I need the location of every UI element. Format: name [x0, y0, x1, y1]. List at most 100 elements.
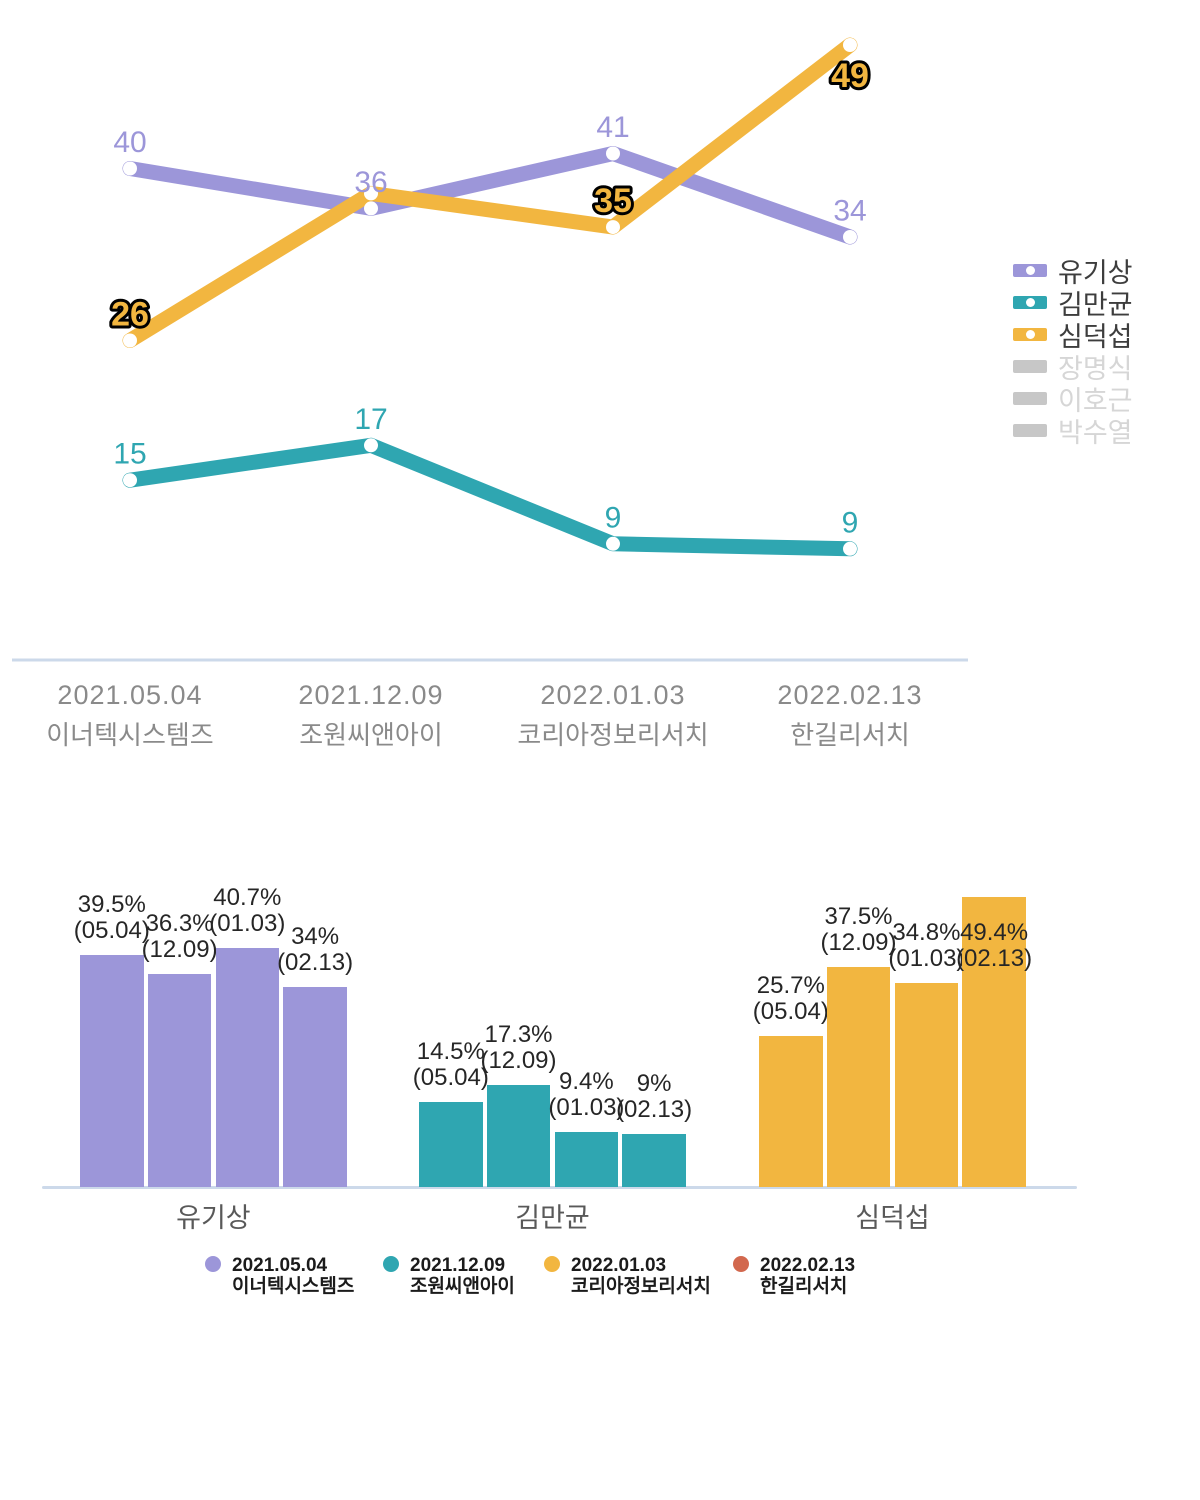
bar-value-date: (05.04) [752, 998, 829, 1026]
bar-value-label-김만균-3: 9% (02.13) [584, 1071, 724, 1123]
bar-value-percent: 39.5% [77, 891, 146, 919]
x-category-pollster: 한길리서치 [790, 720, 910, 750]
x-category-pollster: 코리아정보리서치 [517, 720, 709, 750]
point-유기상-0[interactable] [123, 161, 137, 176]
legend-item-이호근[interactable]: 이호근 [1013, 382, 1133, 416]
legend-item-심덕섭[interactable]: 심덕섭 [1013, 318, 1133, 352]
bar-value-date: (02.13) [616, 1096, 693, 1124]
bar-legend-pollster: 한길리서치 [760, 1276, 848, 1297]
bar-value-label-유기상-1: 36.3% (12.09) [110, 909, 250, 963]
point-label-유기상-0: 40 [113, 126, 146, 159]
bar-김만균-1[interactable] [486, 1085, 551, 1187]
bar-value-date: (12.09) [141, 935, 218, 963]
legend-swatch-dot [1025, 265, 1035, 275]
bar-legend-item-2[interactable]: 2022.01.03 코리아정보리서치 [544, 1255, 711, 1297]
point-label-김만균-2: 9 [605, 501, 622, 534]
point-label-심덕섭-2: 35 [594, 182, 632, 220]
bar-value-label-심덕섭-0: 25.7% (05.04) [721, 973, 861, 1025]
bar-김만균-3[interactable] [622, 1134, 686, 1187]
point-label-김만균-0: 15 [113, 438, 146, 471]
bar-value-label-김만균-1: 17.3% (12.09) [449, 1022, 589, 1074]
bar-value-label-유기상-2: 40.7% (01.03) [177, 885, 317, 937]
point-유기상-3[interactable] [843, 230, 857, 244]
point-심덕섭-1[interactable] [364, 186, 378, 201]
x-category-2: 2022.01.03 코리아정보리서치 [483, 680, 743, 752]
x-category-0: 2021.05.04 이너텍시스템즈 [0, 680, 260, 752]
bar-value-percent: 36.3% [145, 909, 214, 937]
point-심덕섭-3[interactable] [843, 38, 857, 52]
bar-legend-text: 2022.01.03 코리아정보리서치 [571, 1255, 711, 1297]
bar-legend-dot-icon [733, 1256, 749, 1272]
bar-legend-pollster: 이너텍시스템즈 [232, 1276, 355, 1297]
bar-legend-text: 2021.05.04 이너텍시스템즈 [232, 1255, 354, 1297]
point-label-김만균-3: 9 [842, 506, 859, 539]
bar-심덕섭-1[interactable] [826, 966, 891, 1187]
legend-item-label: 김만균 [1058, 289, 1133, 320]
legend-item-label: 박수열 [1058, 417, 1133, 448]
line-series-김만균[interactable] [122, 437, 858, 557]
point-김만균-1[interactable] [364, 438, 378, 453]
line-series-유기상[interactable] [122, 146, 858, 245]
legend-item-label: 유기상 [1058, 257, 1133, 288]
bar-value-label-유기상-0: 39.5% (05.04) [42, 892, 182, 944]
point-김만균-2[interactable] [606, 536, 620, 551]
bar-유기상-3[interactable] [283, 987, 347, 1187]
bar-김만균-2[interactable] [554, 1131, 619, 1187]
bar-legend-item-3[interactable]: 2022.02.13 한길리서치 [733, 1255, 855, 1297]
legend-item-장명식[interactable]: 장명식 [1013, 350, 1133, 384]
legend-item-유기상[interactable]: 유기상 [1013, 254, 1133, 288]
point-label-김만균-1: 17 [354, 403, 387, 436]
legend-swatch-dot [1025, 297, 1035, 307]
bar-value-percent: 49.4% [960, 918, 1029, 946]
bar-유기상-2[interactable] [215, 948, 280, 1187]
legend-swatch-icon [1013, 295, 1047, 309]
point-김만균-0[interactable] [123, 473, 137, 488]
legend-swatch-icon [1013, 391, 1047, 405]
line-chart-legend: 유기상 김만균 심덕섭 장명식 이호근 박수열 [1013, 254, 1133, 448]
legend-item-박수열[interactable]: 박수열 [1013, 414, 1133, 448]
x-category-3: 2022.02.13 한길리서치 [720, 680, 980, 752]
bar-value-label-김만균-0: 14.5% (05.04) [381, 1038, 521, 1091]
bar-김만균-0[interactable] [419, 1101, 483, 1187]
point-심덕섭-2[interactable] [606, 220, 620, 235]
bar-value-percent: 9% [636, 1070, 672, 1098]
legend-swatch-icon [1013, 423, 1047, 437]
bar-legend-pollster: 코리아정보리서치 [571, 1276, 711, 1297]
bar-value-label-유기상-3: 34% (02.13) [245, 924, 385, 976]
bar-심덕섭-3[interactable] [962, 897, 1026, 1187]
point-김만균-3[interactable] [843, 541, 857, 556]
bar-심덕섭-2[interactable] [894, 982, 959, 1187]
point-유기상-2[interactable] [606, 146, 620, 161]
x-category-date: 2022.01.03 [540, 680, 686, 710]
bar-value-label-심덕섭-2: 34.8% (01.03) [856, 919, 996, 972]
bar-심덕섭-0[interactable] [759, 1036, 823, 1187]
bar-legend-text: 2021.12.09 조원씨앤아이 [410, 1255, 515, 1297]
bar-value-percent: 37.5% [824, 902, 893, 930]
legend-item-label: 장명식 [1058, 353, 1133, 384]
bar-value-date: (01.03) [888, 944, 965, 972]
bar-legend-item-0[interactable]: 2021.05.04 이너텍시스템즈 [205, 1255, 354, 1297]
bar-legend-dot-icon [205, 1256, 221, 1272]
x-category-pollster: 조원씨앤아이 [299, 720, 443, 750]
bar-value-percent: 25.7% [756, 972, 825, 1000]
bar-legend-item-1[interactable]: 2021.12.09 조원씨앤아이 [383, 1255, 515, 1297]
bar-legend-pollster: 조원씨앤아이 [410, 1276, 515, 1297]
bar-value-percent: 17.3% [484, 1021, 553, 1049]
bar-value-percent: 9.4% [559, 1067, 614, 1095]
bar-group-label-김만균: 김만균 [515, 1203, 590, 1233]
x-category-date: 2022.02.13 [777, 680, 923, 710]
bar-legend-date: 2022.02.13 [760, 1255, 856, 1276]
legend-swatch-icon [1013, 263, 1047, 277]
bar-value-date: (12.09) [480, 1047, 557, 1075]
x-category-date: 2021.12.09 [298, 680, 444, 710]
line-series-심덕섭[interactable] [122, 37, 858, 348]
point-유기상-1[interactable] [364, 201, 378, 216]
bar-유기상-1[interactable] [147, 973, 212, 1187]
bar-value-date: (01.03) [209, 910, 286, 938]
bar-legend-date: 2022.01.03 [571, 1255, 667, 1276]
bar-유기상-0[interactable] [80, 955, 144, 1187]
point-label-심덕섭-3: 49 [831, 57, 869, 95]
legend-item-김만균[interactable]: 김만균 [1013, 286, 1133, 320]
point-심덕섭-0[interactable] [123, 333, 137, 348]
bar-value-label-심덕섭-1: 37.5% (12.09) [789, 902, 929, 956]
